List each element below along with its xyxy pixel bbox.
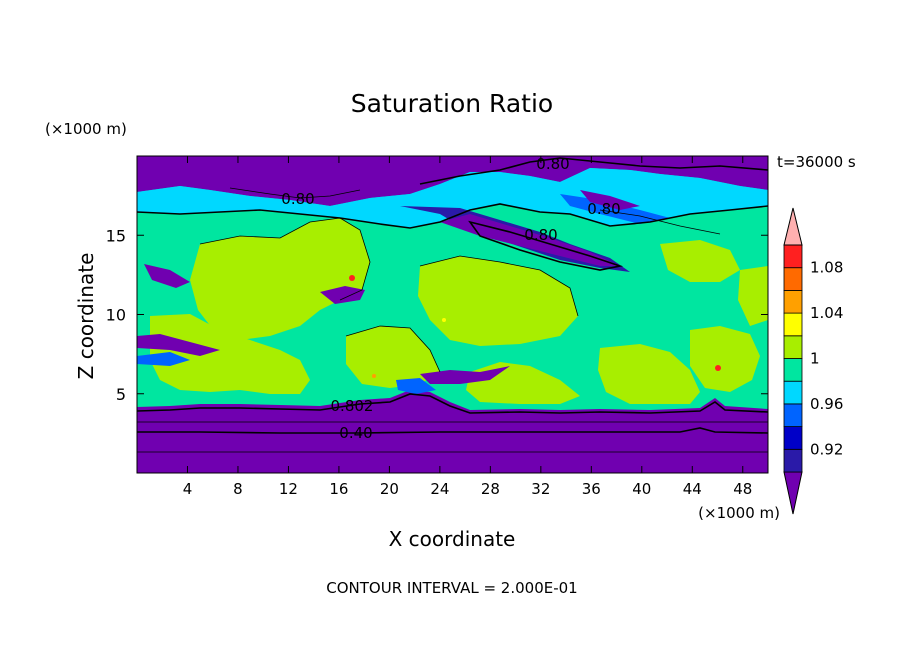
- colorbar-label: 0.96: [810, 395, 843, 413]
- colorbar-bin: [783, 380, 803, 405]
- x-tick-label: 24: [430, 480, 449, 498]
- mid-filament-1: [137, 334, 220, 356]
- hot-spot-4: [442, 318, 446, 322]
- contour-mid-3: [345, 325, 441, 373]
- colorbar-extend-low: [783, 471, 803, 515]
- contour-label: 0.40: [339, 424, 372, 442]
- contour-upper-3: [468, 220, 624, 271]
- mid-filament-2: [420, 366, 510, 384]
- x-tick-label: 20: [380, 480, 399, 498]
- colorbar-label: 1.04: [810, 304, 843, 322]
- x-tick-label: 36: [582, 480, 601, 498]
- contour-label: 0.802: [331, 397, 374, 415]
- plot-area: [137, 156, 768, 473]
- contour-label: 0.80: [536, 155, 569, 173]
- y-tick-label: 5: [116, 385, 126, 404]
- colorbar-bin: [783, 335, 803, 359]
- colorbar-bin: [783, 289, 803, 314]
- colorbar-label: 1: [810, 350, 820, 368]
- chart-title: Saturation Ratio: [351, 89, 553, 118]
- moist-patch-2: [150, 314, 310, 394]
- moist-patch-7: [690, 326, 760, 392]
- colorbar-bin: [783, 267, 803, 291]
- colorbar-label: 0.92: [810, 440, 843, 458]
- moist-patch-9: [738, 266, 768, 326]
- contour-upper-5: [599, 209, 721, 235]
- contour-labels: 0.80 0.80 0.80 0.80 0.802 0.40: [281, 155, 620, 442]
- x-tick-label: 40: [632, 480, 651, 498]
- upper-filament-4: [580, 190, 640, 210]
- mid-filament-4: [144, 264, 190, 288]
- contour-upper-1: [137, 203, 768, 229]
- x-axis-units: (×1000 m): [698, 504, 780, 522]
- contour-mid-2: [419, 255, 579, 317]
- contour-lower-2: [137, 427, 768, 434]
- contour-interval-note: CONTOUR INTERVAL = 2.000E-01: [326, 579, 577, 597]
- colorbar-label: 1.08: [810, 259, 843, 277]
- colorbar-bin: [783, 244, 803, 269]
- moist-patch-8: [660, 240, 740, 282]
- hot-spot-1: [349, 275, 355, 281]
- moist-patch-3: [418, 256, 578, 346]
- hot-spot-3: [372, 374, 376, 378]
- time-label: t=36000 s: [777, 153, 856, 171]
- y-tick-label: 10: [106, 306, 126, 325]
- contour-mid-1: [199, 217, 371, 301]
- contour-upper-2: [419, 157, 768, 185]
- y-tick-label: 15: [106, 226, 126, 245]
- x-tick-label: 8: [233, 480, 243, 498]
- x-tick-label: 4: [183, 480, 193, 498]
- contour-lower-1: [137, 393, 768, 414]
- hot-spot-2: [715, 365, 721, 371]
- colorbar-bin: [783, 312, 803, 337]
- x-tick-label: 12: [279, 480, 298, 498]
- moist-patch-6: [598, 344, 700, 404]
- y-axis: 5 10 15: [106, 226, 768, 404]
- contour-label: 0.80: [524, 226, 557, 244]
- x-axis-label: X coordinate: [389, 527, 516, 551]
- moist-patch-4: [346, 326, 440, 388]
- y-axis-label: Z coordinate: [74, 253, 98, 380]
- colorbar: 0.92 0.96 1 1.04 1.08: [783, 207, 843, 515]
- x-tick-label: 16: [329, 480, 348, 498]
- x-tick-label: 32: [531, 480, 550, 498]
- colorbar-extend-high: [783, 207, 803, 246]
- y-axis-units: (×1000 m): [45, 120, 127, 138]
- x-tick-label: 44: [683, 480, 702, 498]
- colorbar-bin: [783, 448, 803, 473]
- upper-dry-band: [137, 156, 768, 206]
- contour-label: 0.80: [587, 200, 620, 218]
- contour-label: 0.80: [281, 190, 314, 208]
- contour-lines: [137, 157, 768, 453]
- colorbar-bin: [783, 403, 803, 427]
- contour-upper-4: [229, 187, 361, 199]
- mid-filament-3: [320, 286, 365, 304]
- moist-patch-1: [190, 218, 370, 340]
- upper-filament-2: [440, 214, 620, 266]
- x-tick-label: 48: [733, 480, 752, 498]
- colorbar-bin: [783, 426, 803, 450]
- mid-filament-6: [396, 378, 436, 394]
- x-tick-label: 28: [481, 480, 500, 498]
- mid-filament-5: [137, 352, 190, 366]
- colorbar-bin: [783, 358, 803, 382]
- x-axis: 4 8 12 16 20 24 28 32 36 40 44 48: [183, 156, 752, 498]
